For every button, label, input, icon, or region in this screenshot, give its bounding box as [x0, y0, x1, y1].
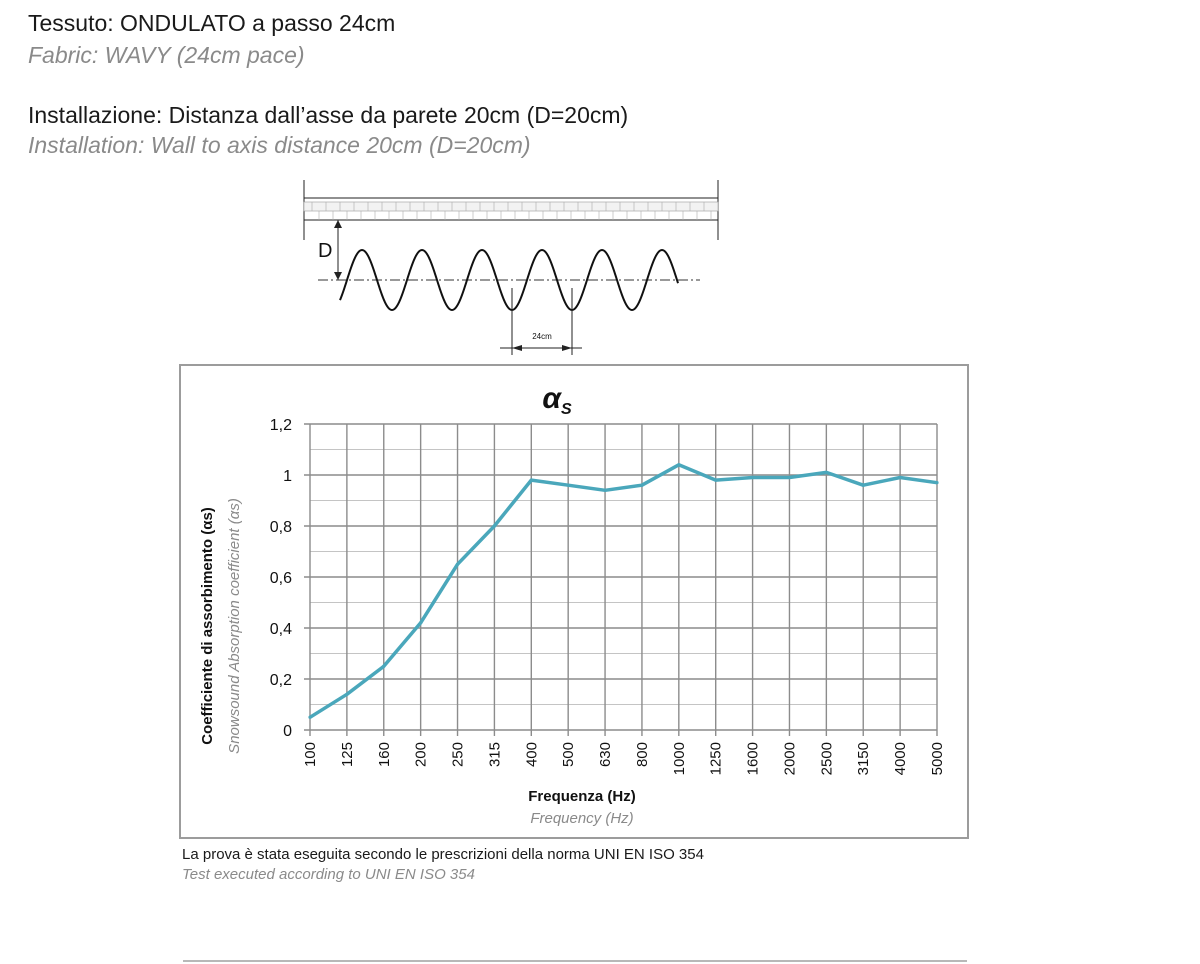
data-point [382, 664, 386, 668]
y-tick-label: 0,6 [270, 570, 292, 587]
series-line-absorption [309, 463, 938, 719]
x-tick-label: 100 [302, 742, 319, 767]
y-axis-label-en: Snowsound Absorption coefficient (αs) [226, 498, 243, 754]
x-axis-label: Frequenza (Hz) [528, 788, 636, 805]
x-tick-label: 5000 [929, 742, 946, 775]
x-tick-label: 500 [560, 742, 577, 767]
fabric-title-en: Fabric: WAVY (24cm pace) [28, 42, 305, 68]
x-tick-label: 125 [339, 742, 356, 767]
absorption-chart: αS 0 0,2 0,4 0,6 0,8 1 1,2 100 125 160 200 250 315 4… [199, 382, 946, 827]
data-point [603, 488, 607, 492]
chart-title-alpha: α [542, 382, 562, 415]
x-axis-label-en: Frequency (Hz) [530, 810, 633, 827]
x-tick-label: 315 [486, 742, 503, 767]
data-point [345, 692, 349, 696]
distance-d-label: D [318, 240, 332, 262]
y-tick-label: 0,4 [270, 621, 292, 638]
y-tick-label: 0,8 [270, 519, 292, 536]
chart-title: αS [542, 382, 572, 418]
y-axis-label: Coefficiente di assorbimento (αs) [199, 507, 216, 745]
installation-diagram: D 24cm [303, 180, 719, 355]
x-tick-label: 1600 [745, 742, 762, 775]
wavy-curtain [339, 248, 679, 312]
chart-frame [179, 364, 969, 839]
data-point [308, 715, 312, 719]
x-tick-label: 400 [523, 742, 540, 767]
test-note-it: La prova è stata eseguita secondo le pre… [182, 846, 704, 863]
y-tick-label: 0 [283, 723, 292, 740]
wall-section [303, 180, 719, 240]
data-point [898, 475, 902, 480]
data-point [455, 562, 460, 566]
data-point [861, 483, 865, 487]
x-tick-label: 250 [450, 742, 467, 767]
data-point [677, 463, 681, 467]
data-point [714, 478, 718, 482]
x-tick-label: 200 [413, 742, 430, 767]
x-tick-label: 630 [597, 742, 614, 767]
y-tick-label: 0,2 [270, 672, 292, 689]
distance-d-arrow [334, 220, 342, 280]
installation-title-en: Installation: Wall to axis distance 20cm… [28, 132, 531, 158]
data-point [750, 475, 755, 480]
installation-title-it: Installazione: Distanza dall’asse da par… [28, 102, 629, 128]
bottom-divider [183, 960, 967, 962]
x-tick-label: 1000 [671, 742, 688, 775]
x-tick-label: 160 [376, 742, 393, 767]
data-point [640, 483, 644, 487]
data-point [492, 524, 497, 528]
data-point [824, 470, 828, 475]
fabric-title-it: Tessuto: ONDULATO a passo 24cm [28, 10, 396, 36]
chart-title-sub: S [561, 401, 572, 418]
x-tick-label: 2500 [818, 742, 835, 775]
y-tick-label: 1,2 [270, 417, 292, 434]
data-point [529, 478, 533, 482]
pace-label: 24cm [532, 332, 552, 341]
data-point [787, 475, 792, 480]
data-point [566, 483, 570, 487]
data-point [935, 481, 939, 485]
y-tick-label: 1 [283, 468, 292, 485]
x-tick-label: 4000 [892, 742, 909, 775]
test-note-en: Test executed according to UNI EN ISO 35… [182, 866, 475, 883]
data-point [419, 621, 423, 625]
x-tick-label: 2000 [781, 742, 798, 775]
x-tick-label: 800 [634, 742, 651, 767]
x-tick-label: 3150 [855, 742, 872, 775]
x-tick-label: 1250 [708, 742, 725, 775]
pace-dimension [500, 288, 582, 355]
